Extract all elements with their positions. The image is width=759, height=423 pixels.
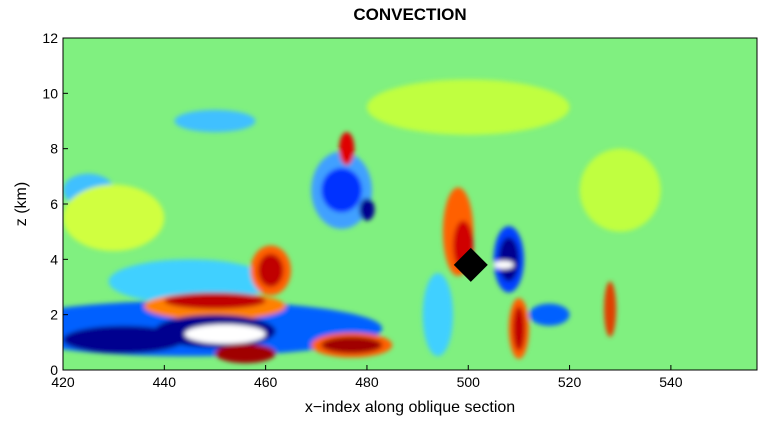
plot-area (63, 38, 757, 370)
contour-region (108, 259, 271, 304)
field (63, 79, 661, 364)
x-tick-label: 440 (153, 374, 177, 390)
contour-region (258, 253, 284, 287)
y-tick-label: 6 (50, 196, 58, 212)
x-tick-label: 420 (51, 374, 75, 390)
contour-region (493, 260, 514, 270)
contour-region (164, 292, 266, 310)
y-tick-label: 12 (42, 30, 58, 46)
contour-region (321, 168, 362, 213)
contour-region (321, 336, 383, 354)
contour-region (604, 281, 617, 337)
contour-region (339, 132, 355, 166)
x-tick-label: 500 (457, 374, 481, 390)
contour-region (359, 198, 375, 221)
y-tick-label: 4 (50, 251, 58, 267)
x-tick-label: 460 (254, 374, 278, 390)
contour-region (529, 303, 570, 326)
chart-title: CONVECTION (353, 5, 466, 24)
contour-region (422, 273, 454, 357)
contour-region (579, 148, 661, 232)
contour-region (174, 109, 256, 133)
x-tick-label: 540 (659, 374, 683, 390)
axes: 0 2 4 6 8 10 12 420 440 460 480 500 520 540 (42, 30, 758, 390)
contour-region (63, 184, 165, 252)
y-tick-label: 8 (50, 141, 58, 157)
contour-region (366, 79, 570, 135)
contour-region (214, 343, 276, 364)
x-tick-label: 480 (355, 374, 379, 390)
marker (453, 247, 488, 282)
contour-region (184, 324, 266, 344)
contour-region (498, 237, 519, 282)
y-tick-label: 0 (50, 362, 58, 378)
y-tick-label: 2 (50, 307, 58, 323)
x-axis-label: x−index along oblique section (305, 399, 515, 416)
y-axis-label: z (km) (13, 182, 30, 226)
y-tick-label: 10 (42, 85, 58, 101)
x-tick-label: 520 (558, 374, 582, 390)
contour-region (63, 325, 185, 354)
contour-region (512, 306, 525, 351)
